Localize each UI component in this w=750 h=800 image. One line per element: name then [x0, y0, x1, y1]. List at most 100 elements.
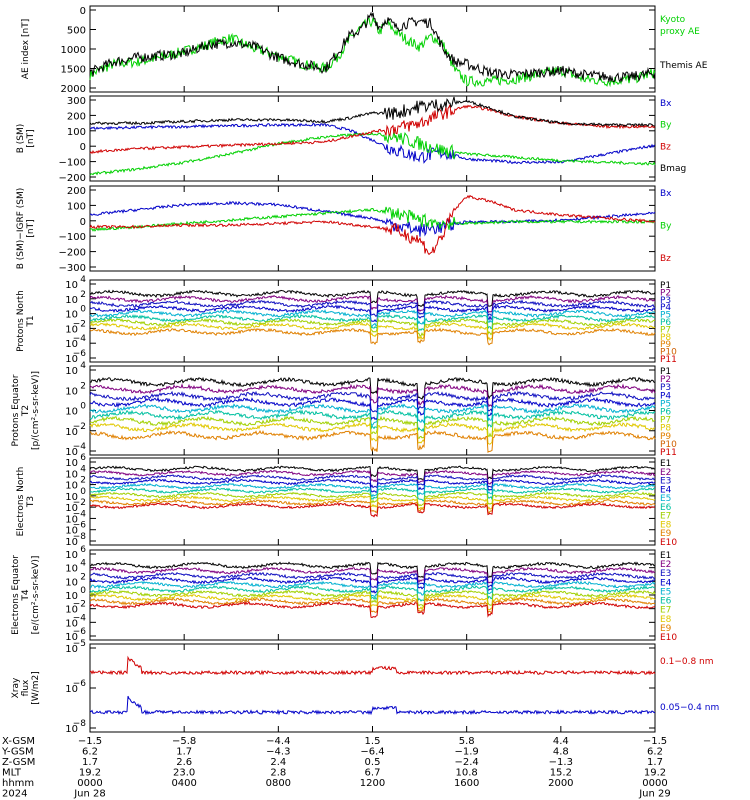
- channel-line-E8: [89, 593, 656, 611]
- y-tick-label: 2000: [61, 84, 86, 95]
- channel-legend: E1: [660, 459, 671, 469]
- channel-legend: E2: [660, 468, 671, 478]
- channel-line-E4: [89, 478, 656, 493]
- channel-legend: E8: [660, 520, 672, 530]
- ephemeris-value: −1.5: [643, 736, 667, 747]
- channel-legend: P1: [660, 367, 671, 377]
- channel-legend: P7: [660, 325, 671, 335]
- y-tick-label: 10: [65, 644, 78, 655]
- channel-legend: P9: [660, 432, 671, 442]
- ephemeris-value: −6.4: [360, 747, 384, 758]
- ephemeris-value: 1200: [360, 778, 385, 789]
- channel-line-E6: [90, 487, 656, 502]
- y-axis-label-line: T1: [26, 315, 36, 327]
- y-tick-label: 10: [65, 550, 78, 561]
- ephemeris-value: −5.8: [172, 736, 196, 747]
- channel-legend: E7: [660, 512, 671, 522]
- ephemeris-value: 1.7: [176, 747, 192, 758]
- channel-legend: E8: [660, 615, 672, 625]
- y-tick-label: −100: [59, 158, 86, 169]
- legend-entry: Bx: [660, 189, 672, 199]
- ephemeris-value: −1.3: [549, 757, 573, 768]
- y-tick-exponent: 4: [80, 559, 86, 569]
- y-axis-label-line: T3: [26, 496, 36, 508]
- channel-legend: E2: [660, 560, 671, 570]
- y-tick-exponent: −2: [73, 498, 86, 508]
- y-tick-label: 10: [65, 354, 78, 365]
- y-tick-label: −200: [59, 248, 86, 259]
- y-axis-label-line: [nT]: [26, 219, 36, 237]
- ephemeris-value: 4.8: [553, 747, 569, 758]
- channel-line-P9: [89, 429, 656, 453]
- channel-legend: P8: [660, 333, 671, 343]
- channel-legend: E3: [660, 477, 671, 487]
- channel-line-E8: [89, 495, 656, 511]
- y-tick-label: 1500: [61, 65, 86, 76]
- y-tick-label: 10: [65, 577, 78, 588]
- ephemeris-row-label: hhmm: [2, 778, 34, 789]
- ephemeris-value: 6.2: [82, 747, 98, 758]
- channel-legend: P4: [660, 391, 671, 401]
- channel-line-E5: [89, 482, 656, 498]
- y-axis-label-line: B (SM): [16, 124, 26, 154]
- channel-line-P7: [89, 317, 656, 337]
- y-axis-label-line: flux: [21, 679, 31, 696]
- y-axis-label-line: B (SM)−IGRF (SM): [16, 188, 26, 270]
- channel-line-P4: [89, 396, 656, 422]
- ephemeris-row-label: X-GSM: [2, 736, 35, 747]
- ephemeris-value: 4.4: [553, 736, 569, 747]
- y-axis-label-line: Electrons North: [16, 467, 26, 537]
- channel-line-P3: [89, 390, 655, 414]
- channel-line-P6: [89, 314, 656, 332]
- y-tick-label: 10: [65, 324, 78, 335]
- y-tick-exponent: 0: [80, 305, 86, 315]
- ephemeris-value: 19.2: [79, 768, 101, 779]
- series-line-Kyoto-proxy-AE: [89, 17, 656, 88]
- ephemeris-value: 6.2: [647, 747, 663, 758]
- channel-legend: P11: [660, 448, 677, 458]
- channel-line-E10: [89, 502, 656, 518]
- ephemeris-value: 1.5: [365, 736, 381, 747]
- y-axis-label-line: [nT]: [26, 129, 36, 147]
- legend-entry: 0.1−0.8 nm: [660, 657, 714, 667]
- y-tick-exponent: −2: [73, 422, 86, 432]
- y-tick-label: 0: [80, 142, 86, 153]
- ephemeris-value: 0000: [77, 778, 102, 789]
- channel-legend: E9: [660, 624, 672, 634]
- ephemeris-value: −1.9: [455, 747, 479, 758]
- y-tick-label: −200: [59, 173, 86, 184]
- y-tick-label: 10: [65, 481, 78, 492]
- legend-entry: Themis AE: [659, 61, 708, 71]
- y-tick-label: 500: [67, 26, 86, 37]
- y-tick-exponent: −5: [73, 639, 86, 649]
- channel-line-E2: [89, 566, 656, 584]
- y-tick-label: 0: [80, 217, 86, 228]
- channel-legend: P2: [660, 375, 671, 385]
- legend-entry: Kyoto: [660, 15, 686, 25]
- y-axis-label-line: Protons Equator: [11, 374, 21, 446]
- channel-legend: E10: [660, 633, 677, 643]
- y-tick-exponent: 0: [80, 402, 86, 412]
- channel-line-E7: [89, 491, 656, 507]
- xray-line: [89, 655, 656, 676]
- y-tick-exponent: −6: [73, 521, 87, 531]
- series-line-Bz: [89, 194, 656, 256]
- channel-legend: P5: [660, 311, 671, 321]
- channel-legend: E6: [660, 597, 672, 607]
- series-line-Bx: [89, 200, 656, 237]
- y-axis-label: Electrons North T3: [16, 467, 36, 537]
- ephemeris-value: 1.7: [647, 757, 663, 768]
- y-tick-label: 10: [65, 458, 78, 469]
- channel-line-E7: [89, 589, 656, 607]
- y-axis-label-line: Electrons Equator: [11, 555, 21, 635]
- ephemeris-value: −1.5: [78, 736, 102, 747]
- y-tick-label: 10: [65, 503, 78, 514]
- y-tick-label: 10: [65, 492, 78, 503]
- ephemeris-value: 0400: [171, 778, 196, 789]
- ephemeris-value: 2.4: [270, 757, 286, 768]
- legend-entry: Bz: [660, 254, 671, 264]
- y-axis-label-line: T4: [21, 589, 31, 601]
- channel-legend: P10: [660, 348, 677, 358]
- y-tick-exponent: 6: [80, 545, 86, 555]
